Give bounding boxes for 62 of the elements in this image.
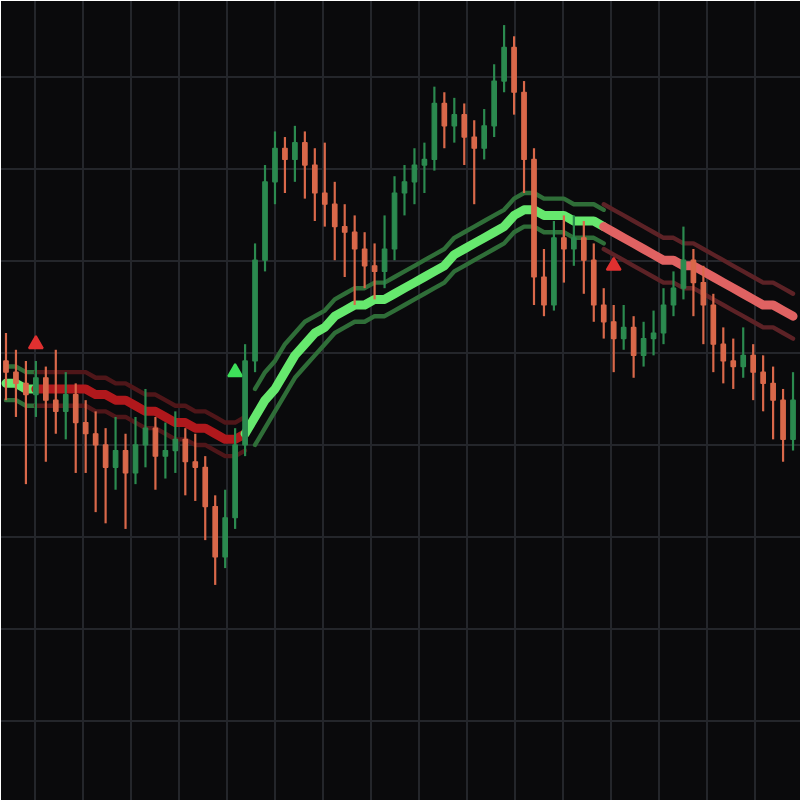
candlestick <box>491 63 497 139</box>
candlestick <box>750 343 757 402</box>
candlestick <box>700 264 707 346</box>
candlestick <box>511 35 517 116</box>
candlestick <box>501 23 507 94</box>
candlestick <box>650 309 657 357</box>
candlestick <box>13 348 19 419</box>
candlestick <box>441 91 448 150</box>
candlestick <box>82 399 89 475</box>
candlestick <box>42 365 49 463</box>
candlestick <box>222 488 228 570</box>
candlestick <box>341 203 348 279</box>
candlestick <box>720 326 727 385</box>
candlestick <box>760 354 766 413</box>
candlestick <box>471 119 478 206</box>
candlestick <box>321 141 328 228</box>
candlestick <box>620 303 627 351</box>
candlestick <box>461 102 468 167</box>
candlestick <box>92 410 99 514</box>
candlestick <box>162 421 169 480</box>
candlestick <box>132 415 139 486</box>
candlestick <box>401 163 408 217</box>
candlestick <box>3 331 9 402</box>
candlestick <box>770 365 776 441</box>
candlestick <box>292 124 298 183</box>
candlestick <box>202 455 209 542</box>
candlestick <box>421 141 428 195</box>
candlestick <box>740 326 747 379</box>
candlestick <box>62 371 69 441</box>
candlestick <box>790 371 796 452</box>
candlestick <box>571 214 577 267</box>
candlestick <box>381 214 388 290</box>
candlestick <box>23 359 29 486</box>
candlestick <box>371 242 378 301</box>
candlestick <box>182 427 189 497</box>
candlestick <box>481 107 488 161</box>
candlestick <box>660 287 667 346</box>
candlestick <box>630 315 637 379</box>
candlestick <box>361 231 368 290</box>
candlestick <box>780 387 786 463</box>
candlestick <box>302 130 308 200</box>
candlestick <box>272 130 278 206</box>
candlestick <box>730 337 737 391</box>
candlestick <box>102 427 109 525</box>
candlestick <box>541 247 547 318</box>
candlestick <box>590 242 597 323</box>
candlestick <box>311 147 318 223</box>
candlestick <box>610 303 617 374</box>
candlestick <box>351 214 358 307</box>
candlestick <box>192 432 199 503</box>
candlestick <box>451 96 458 144</box>
candlestick <box>600 287 607 340</box>
candlestick <box>72 382 79 475</box>
candlestick <box>122 432 129 531</box>
candlestick <box>33 359 39 419</box>
candlestick <box>561 214 567 284</box>
candlestick <box>172 410 179 475</box>
candlestick <box>710 292 717 374</box>
candlestick <box>52 348 59 435</box>
candlestick <box>580 219 587 295</box>
candlestick <box>282 135 288 195</box>
candlestick <box>331 180 338 262</box>
